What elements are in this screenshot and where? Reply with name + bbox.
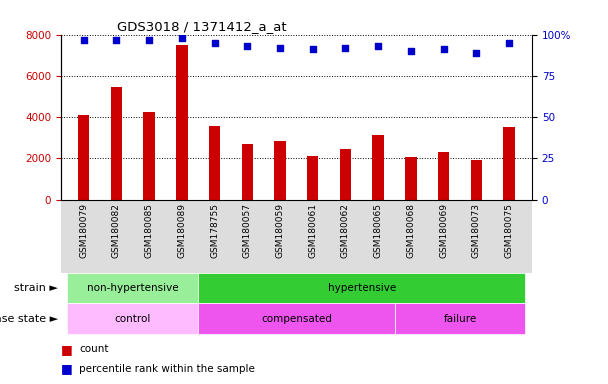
FancyBboxPatch shape <box>67 303 198 334</box>
Text: GSM180079: GSM180079 <box>79 204 88 258</box>
FancyBboxPatch shape <box>198 273 525 303</box>
Text: GSM178755: GSM178755 <box>210 204 219 258</box>
Text: GSM180059: GSM180059 <box>275 204 285 258</box>
Text: GSM180062: GSM180062 <box>341 204 350 258</box>
Point <box>111 36 121 43</box>
Bar <box>274 141 286 200</box>
Point <box>243 43 252 49</box>
Bar <box>503 127 515 200</box>
Point <box>340 45 350 51</box>
Text: GSM180061: GSM180061 <box>308 204 317 258</box>
Bar <box>307 156 319 200</box>
Text: strain ►: strain ► <box>14 283 58 293</box>
Text: GSM180068: GSM180068 <box>406 204 415 258</box>
Text: failure: failure <box>443 314 477 324</box>
Bar <box>143 112 155 200</box>
Text: GSM180089: GSM180089 <box>178 204 187 258</box>
Point <box>210 40 219 46</box>
Text: ■: ■ <box>61 343 72 356</box>
Bar <box>209 126 220 200</box>
FancyBboxPatch shape <box>395 303 525 334</box>
Text: GSM180085: GSM180085 <box>145 204 154 258</box>
Text: GSM180073: GSM180073 <box>472 204 481 258</box>
Text: disease state ►: disease state ► <box>0 314 58 324</box>
Point <box>79 36 89 43</box>
Point <box>439 46 449 53</box>
Point <box>504 40 514 46</box>
Text: GSM180057: GSM180057 <box>243 204 252 258</box>
Bar <box>111 87 122 200</box>
Point <box>144 36 154 43</box>
Point <box>275 45 285 51</box>
Text: GSM180082: GSM180082 <box>112 204 121 258</box>
Text: GSM180069: GSM180069 <box>439 204 448 258</box>
Text: count: count <box>79 344 109 354</box>
Point <box>308 46 317 53</box>
Bar <box>176 45 188 200</box>
Text: non-hypertensive: non-hypertensive <box>87 283 179 293</box>
Bar <box>340 149 351 200</box>
Bar <box>241 144 253 200</box>
Bar <box>438 152 449 200</box>
Bar <box>471 161 482 200</box>
FancyBboxPatch shape <box>198 303 395 334</box>
Point <box>406 48 416 54</box>
Point <box>373 43 383 49</box>
Text: percentile rank within the sample: percentile rank within the sample <box>79 364 255 374</box>
Text: ■: ■ <box>61 362 72 376</box>
Text: GSM180065: GSM180065 <box>374 204 382 258</box>
Text: GDS3018 / 1371412_a_at: GDS3018 / 1371412_a_at <box>117 20 287 33</box>
Bar <box>373 135 384 200</box>
Bar <box>78 115 89 200</box>
Point <box>177 35 187 41</box>
Point <box>472 50 482 56</box>
Bar <box>405 157 416 200</box>
Text: GSM180075: GSM180075 <box>505 204 514 258</box>
Text: hypertensive: hypertensive <box>328 283 396 293</box>
Text: control: control <box>114 314 151 324</box>
FancyBboxPatch shape <box>67 273 198 303</box>
Text: compensated: compensated <box>261 314 332 324</box>
